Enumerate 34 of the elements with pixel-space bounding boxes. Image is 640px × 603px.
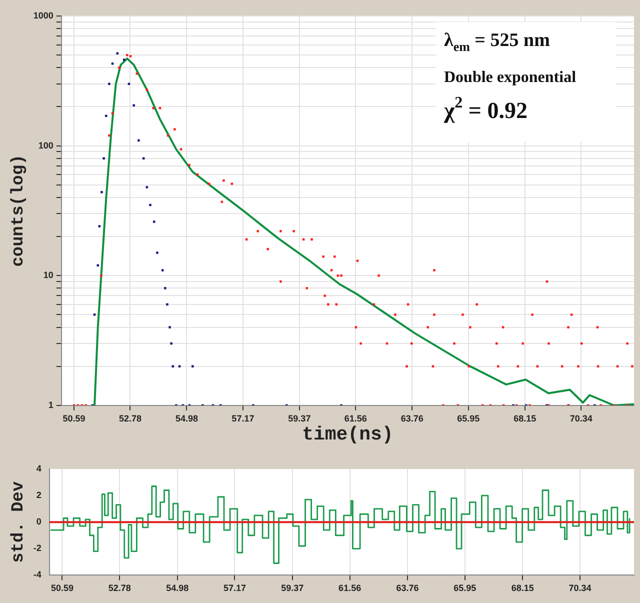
x-tick-label: 52.78 (118, 413, 142, 424)
x-tick-label: 61.56 (338, 583, 362, 594)
x-tick-label: 63.76 (400, 413, 424, 424)
y-tick-label: 1000 (33, 10, 54, 20)
y-tick-label: -2 (33, 543, 42, 554)
x-tick-label: 50.59 (62, 413, 86, 424)
y-axis-title: counts(log) (9, 154, 28, 267)
y-tick-label: 1 (48, 400, 54, 410)
annotation: Double exponential (444, 69, 577, 86)
x-tick-label: 57.17 (223, 583, 246, 594)
x-tick-label: 70.34 (568, 583, 592, 594)
y-tick-label: 0 (36, 516, 42, 527)
x-tick-label: 59.37 (281, 583, 304, 594)
y-tick-label: -4 (33, 570, 42, 580)
x-tick-label: 59.37 (288, 413, 311, 424)
y-axis-title: std. Dev (9, 481, 28, 563)
y-tick-label: 100 (38, 140, 54, 150)
x-tick-label: 70.34 (570, 413, 592, 424)
x-tick-label: 63.76 (396, 583, 419, 594)
x-tick-label: 65.95 (457, 413, 480, 424)
y-tick-label: 10 (43, 270, 54, 280)
x-tick-label: 57.17 (232, 413, 254, 424)
y-tick-label: 4 (36, 463, 42, 474)
x-tick-label: 61.56 (344, 413, 367, 424)
x-tick-label: 54.98 (166, 583, 189, 594)
x-tick-label: 50.59 (50, 583, 74, 594)
point (142, 157, 145, 160)
y-tick-label: 2 (36, 490, 42, 500)
x-tick-label: 68.15 (511, 583, 534, 594)
x-tick-label: 54.98 (175, 413, 198, 424)
x-tick-label: 65.95 (454, 583, 476, 594)
x-tick-label: 68.15 (514, 413, 536, 424)
x-tick-label: 52.78 (108, 583, 131, 594)
x-axis-title: time(ns) (302, 423, 394, 446)
